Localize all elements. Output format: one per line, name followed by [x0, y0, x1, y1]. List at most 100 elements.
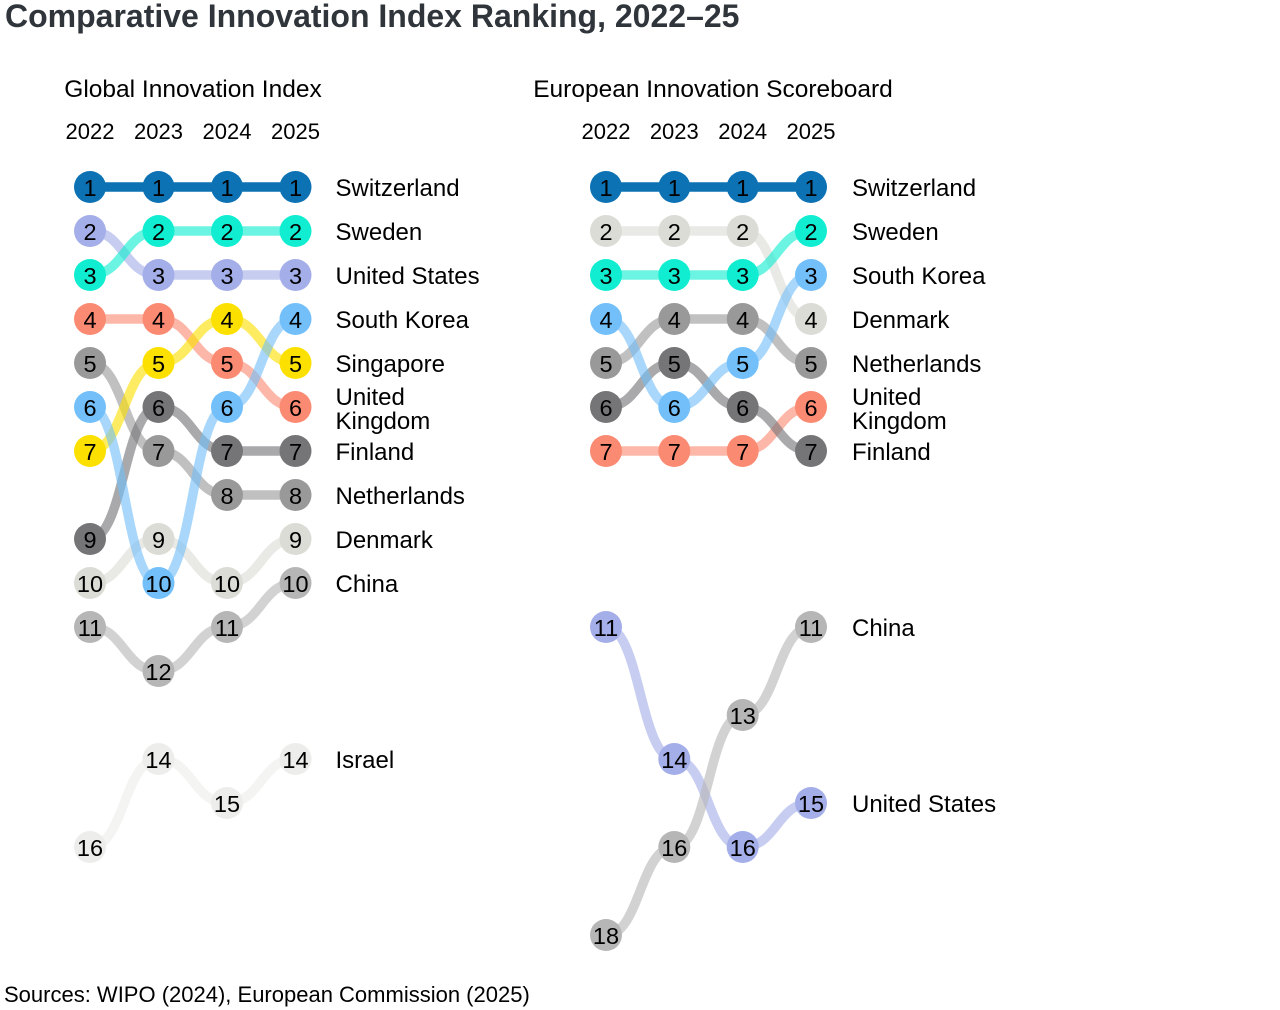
svg-text:Kingdom: Kingdom — [336, 408, 431, 435]
svg-text:4: 4 — [152, 307, 165, 333]
svg-text:15: 15 — [214, 791, 240, 817]
svg-text:7: 7 — [289, 439, 302, 465]
svg-text:6: 6 — [668, 395, 681, 421]
svg-text:10: 10 — [145, 571, 171, 597]
svg-text:1: 1 — [736, 175, 749, 201]
svg-text:3: 3 — [152, 263, 165, 289]
svg-text:7: 7 — [599, 439, 612, 465]
svg-text:3: 3 — [83, 263, 96, 289]
svg-text:7: 7 — [736, 439, 749, 465]
svg-text:5: 5 — [152, 351, 165, 377]
svg-text:China: China — [336, 571, 399, 598]
svg-text:6: 6 — [220, 395, 233, 421]
svg-text:1: 1 — [83, 175, 96, 201]
svg-text:5: 5 — [804, 351, 817, 377]
svg-text:3: 3 — [289, 263, 302, 289]
svg-text:6: 6 — [289, 395, 302, 421]
svg-text:2025: 2025 — [787, 119, 836, 144]
svg-text:Netherlands: Netherlands — [852, 351, 981, 378]
svg-text:4: 4 — [83, 307, 96, 333]
svg-text:5: 5 — [83, 351, 96, 377]
svg-text:3: 3 — [599, 263, 612, 289]
svg-text:Kingdom: Kingdom — [852, 408, 947, 435]
svg-text:7: 7 — [804, 439, 817, 465]
svg-text:2022: 2022 — [582, 119, 631, 144]
svg-text:5: 5 — [289, 351, 302, 377]
svg-text:6: 6 — [804, 395, 817, 421]
svg-text:Denmark: Denmark — [336, 527, 434, 554]
svg-text:2: 2 — [804, 219, 817, 245]
svg-text:3: 3 — [220, 263, 233, 289]
svg-text:6: 6 — [83, 395, 96, 421]
svg-text:14: 14 — [661, 747, 687, 773]
svg-text:5: 5 — [668, 351, 681, 377]
svg-text:10: 10 — [282, 571, 308, 597]
svg-text:10: 10 — [77, 571, 103, 597]
svg-text:16: 16 — [730, 835, 756, 861]
svg-text:16: 16 — [661, 835, 687, 861]
svg-text:2: 2 — [152, 219, 165, 245]
svg-text:9: 9 — [289, 527, 302, 553]
svg-text:14: 14 — [145, 747, 171, 773]
svg-text:Switzerland: Switzerland — [336, 175, 460, 202]
svg-text:United States: United States — [852, 791, 996, 818]
svg-text:16: 16 — [77, 835, 103, 861]
svg-text:3: 3 — [736, 263, 749, 289]
svg-text:2: 2 — [83, 219, 96, 245]
svg-text:1: 1 — [220, 175, 233, 201]
svg-text:11: 11 — [594, 615, 618, 641]
svg-text:Israel: Israel — [336, 747, 395, 774]
svg-text:11: 11 — [78, 615, 102, 641]
svg-text:2: 2 — [599, 219, 612, 245]
svg-text:13: 13 — [730, 703, 756, 729]
svg-text:15: 15 — [798, 791, 824, 817]
svg-text:4: 4 — [804, 307, 817, 333]
svg-text:2025: 2025 — [271, 119, 320, 144]
svg-text:Comparative Innovation Index R: Comparative Innovation Index Ranking, 20… — [5, 0, 739, 34]
svg-text:2023: 2023 — [650, 119, 699, 144]
svg-text:Finland: Finland — [336, 439, 415, 466]
svg-text:9: 9 — [83, 527, 96, 553]
svg-text:1: 1 — [289, 175, 302, 201]
svg-text:6: 6 — [599, 395, 612, 421]
svg-text:2: 2 — [289, 219, 302, 245]
svg-text:2022: 2022 — [66, 119, 115, 144]
svg-text:1: 1 — [599, 175, 612, 201]
svg-text:Denmark: Denmark — [852, 307, 950, 334]
svg-text:7: 7 — [220, 439, 233, 465]
svg-text:14: 14 — [282, 747, 308, 773]
svg-text:8: 8 — [220, 483, 233, 509]
svg-text:United States: United States — [336, 263, 480, 290]
svg-text:United: United — [336, 384, 405, 411]
svg-text:11: 11 — [799, 615, 823, 641]
svg-text:5: 5 — [220, 351, 233, 377]
svg-text:Singapore: Singapore — [336, 351, 445, 378]
svg-text:Sources: WIPO (2024), European: Sources: WIPO (2024), European Commissio… — [4, 982, 530, 1007]
svg-text:2024: 2024 — [718, 119, 767, 144]
svg-text:European Innovation Scoreboard: European Innovation Scoreboard — [533, 76, 893, 103]
svg-text:12: 12 — [145, 659, 171, 685]
svg-text:4: 4 — [736, 307, 749, 333]
svg-text:2: 2 — [668, 219, 681, 245]
svg-text:6: 6 — [736, 395, 749, 421]
svg-text:1: 1 — [668, 175, 681, 201]
svg-text:1: 1 — [152, 175, 165, 201]
svg-text:3: 3 — [804, 263, 817, 289]
svg-text:2: 2 — [736, 219, 749, 245]
svg-text:5: 5 — [736, 351, 749, 377]
svg-text:China: China — [852, 615, 915, 642]
svg-text:11: 11 — [215, 615, 239, 641]
svg-text:South Korea: South Korea — [852, 263, 986, 290]
svg-text:2024: 2024 — [203, 119, 252, 144]
svg-text:United: United — [852, 384, 921, 411]
svg-text:2: 2 — [220, 219, 233, 245]
svg-text:3: 3 — [668, 263, 681, 289]
svg-text:Finland: Finland — [852, 439, 931, 466]
svg-text:6: 6 — [152, 395, 165, 421]
svg-text:7: 7 — [152, 439, 165, 465]
svg-text:4: 4 — [289, 307, 302, 333]
svg-text:Sweden: Sweden — [336, 219, 423, 246]
svg-text:Sweden: Sweden — [852, 219, 939, 246]
svg-text:8: 8 — [289, 483, 302, 509]
svg-text:Switzerland: Switzerland — [852, 175, 976, 202]
